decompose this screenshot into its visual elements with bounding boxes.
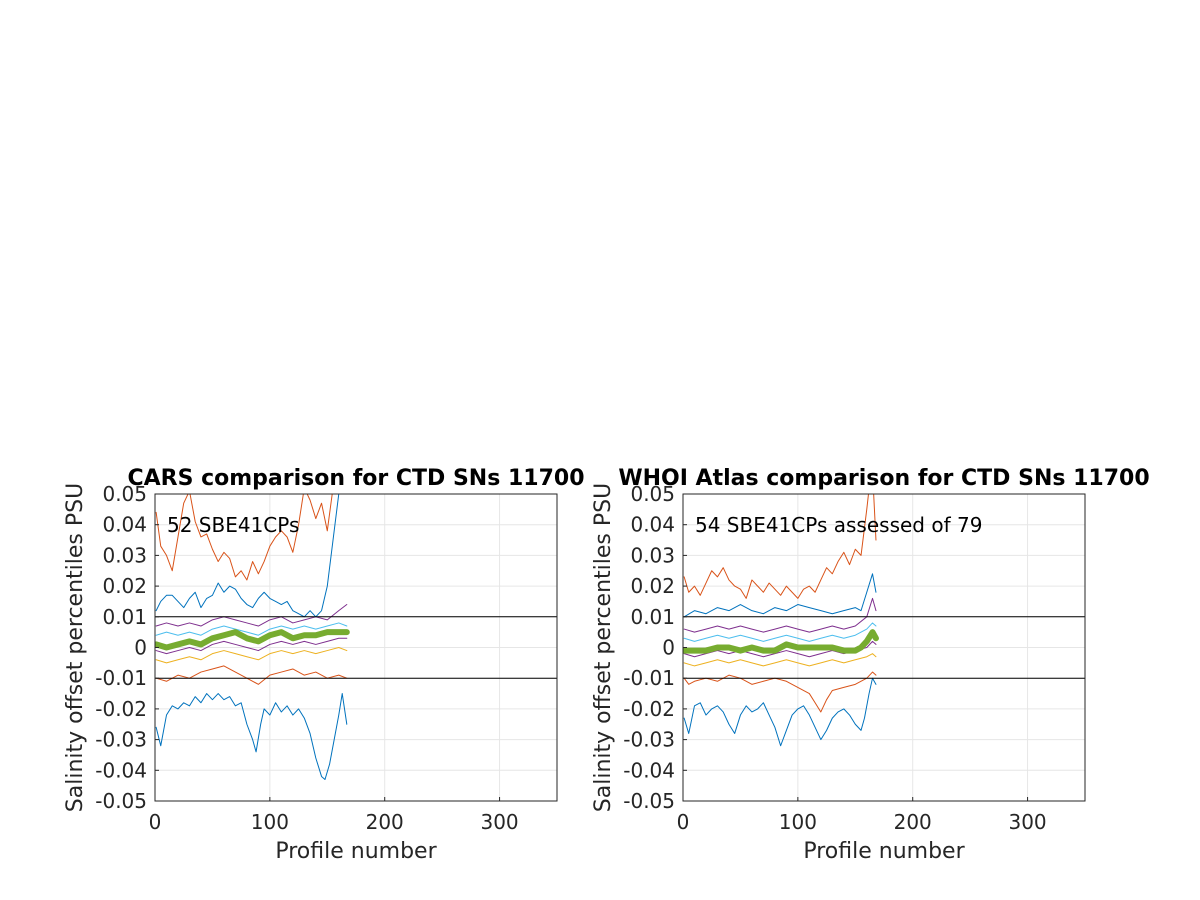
y-tick-label: -0.04 [95, 758, 147, 782]
x-tick-label: 0 [677, 810, 690, 834]
series-line-6 [683, 653, 877, 667]
y-tick-label: -0.05 [95, 789, 147, 813]
y-tick-label: -0.05 [623, 789, 675, 813]
chart-title: CARS comparison for CTD SNs 11700 [127, 466, 584, 491]
series-line-7 [683, 671, 877, 713]
float-count-annotation: 52 SBE41CPs [167, 513, 299, 537]
y-tick-label: -0.02 [95, 697, 147, 721]
chart-title: WHOI Atlas comparison for CTD SNs 11700 [618, 466, 1149, 491]
y-tick-label: -0.01 [95, 666, 147, 690]
x-tick-label: 100 [779, 810, 817, 834]
series-line-8 [683, 677, 877, 747]
series-line-4 [155, 622, 348, 636]
y-tick-label: 0.01 [102, 605, 147, 629]
series-line-9 [155, 629, 350, 651]
series-line-3 [683, 597, 877, 633]
x-tick-label: 300 [480, 810, 518, 834]
y-tick-label: 0 [134, 636, 147, 660]
y-tick-label: -0.04 [623, 758, 675, 782]
x-axis-label: Profile number [275, 839, 437, 864]
y-tick-label: 0.05 [102, 482, 147, 506]
y-axis-label: Salinity offset percentiles PSU [591, 483, 616, 812]
x-tick-label: 0 [149, 810, 162, 834]
y-tick-label: -0.01 [623, 666, 675, 690]
y-tick-label: 0.02 [102, 574, 147, 598]
series-group [155, 494, 350, 781]
y-tick-label: 0.04 [630, 513, 675, 537]
series-line-1 [155, 494, 333, 581]
series-line-1 [683, 494, 877, 599]
series-line-3 [155, 604, 348, 627]
y-tick-label: 0.03 [102, 543, 147, 567]
series-line-2 [155, 494, 340, 618]
series-line-9 [683, 629, 879, 654]
series-line-8 [155, 693, 348, 781]
y-tick-label: -0.02 [623, 697, 675, 721]
series-line-5 [155, 637, 348, 655]
x-axis-label: Profile number [803, 839, 965, 864]
x-tick-label: 300 [1008, 810, 1046, 834]
series-line-6 [155, 647, 348, 664]
y-tick-label: 0.04 [102, 513, 147, 537]
x-tick-label: 100 [251, 810, 289, 834]
y-tick-label: 0.03 [630, 543, 675, 567]
y-tick-label: 0.01 [630, 605, 675, 629]
series-line-4 [683, 622, 877, 642]
series-line-2 [683, 573, 877, 618]
y-tick-label: 0.05 [630, 482, 675, 506]
x-tick-label: 200 [894, 810, 932, 834]
cars-comparison-axes: 0 100 200 300 -0.05 -0.04 -0.03 -0.02 -0.01 0 0.01… [63, 466, 585, 864]
y-tick-label: 0.02 [630, 574, 675, 598]
x-tick-label: 200 [366, 810, 404, 834]
y-tick-label: -0.03 [623, 728, 675, 752]
y-axis-label: Salinity offset percentiles PSU [63, 483, 88, 812]
y-tick-label: -0.03 [95, 728, 147, 752]
series-group [683, 494, 879, 747]
whoi-atlas-comparison-axes: 0 100 200 300 -0.05 -0.04 -0.03 -0.02 -0.01 0 0.01… [591, 466, 1150, 864]
float-count-annotation: 54 SBE41CPs assessed of 79 [695, 513, 982, 537]
y-tick-label: 0 [662, 636, 675, 660]
series-line-7 [155, 665, 348, 685]
